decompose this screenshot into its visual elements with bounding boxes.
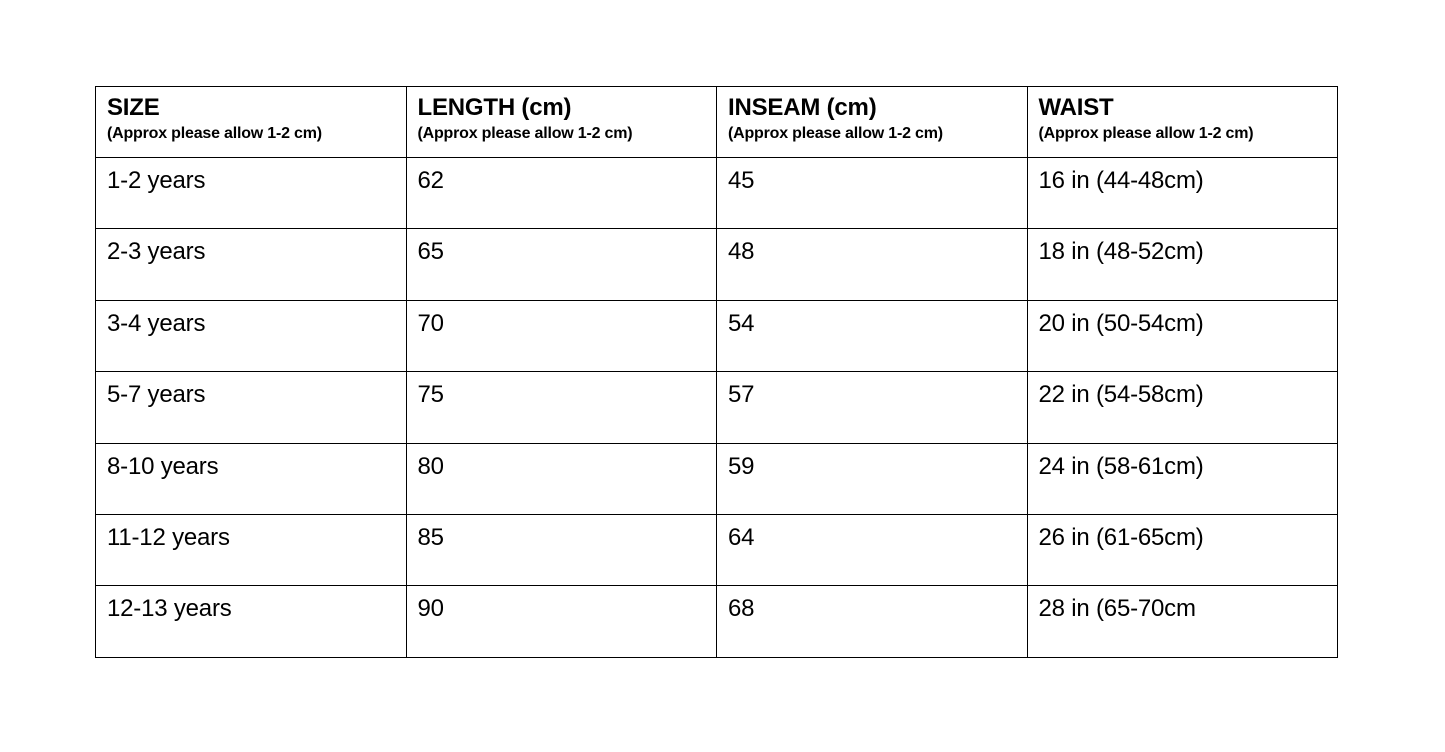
cell-inseam: 59	[716, 442, 1028, 515]
header-subtitle: (Approx please allow 1-2 cm)	[1038, 125, 1254, 142]
table-row: 11-12 years 85 64 26 in (61-65cm)	[95, 513, 1338, 587]
cell-inseam: 45	[716, 156, 1028, 230]
header-waist: WAIST (Approx please allow 1-2 cm)	[1026, 86, 1338, 158]
cell-waist: 20 in (50-54cm)	[1026, 299, 1338, 373]
cell-length: 75	[405, 371, 717, 444]
cell-inseam: 54	[716, 299, 1028, 373]
cell-size: 3-4 years	[95, 299, 407, 373]
header-size: SIZE (Approx please allow 1-2 cm)	[95, 86, 407, 158]
cell-size: 5-7 years	[95, 371, 407, 444]
cell-length: 65	[405, 228, 717, 301]
cell-size: 11-12 years	[95, 513, 407, 587]
header-subtitle: (Approx please allow 1-2 cm)	[728, 125, 943, 142]
cell-size: 12-13 years	[95, 585, 407, 658]
cell-inseam: 57	[716, 371, 1028, 444]
table-row: 2-3 years 65 48 18 in (48-52cm)	[95, 228, 1338, 301]
table-row: 3-4 years 70 54 20 in (50-54cm)	[95, 299, 1338, 373]
table-row: 12-13 years 90 68 28 in (65-70cm	[95, 585, 1338, 658]
table-row: 8-10 years 80 59 24 in (58-61cm)	[95, 442, 1338, 515]
cell-waist: 16 in (44-48cm)	[1026, 156, 1338, 230]
cell-inseam: 48	[716, 228, 1028, 301]
cell-length: 62	[405, 156, 717, 230]
header-subtitle: (Approx please allow 1-2 cm)	[107, 125, 322, 142]
table-row: 5-7 years 75 57 22 in (54-58cm)	[95, 371, 1338, 444]
header-title: LENGTH (cm)	[417, 94, 572, 121]
header-title: SIZE	[107, 94, 160, 121]
cell-waist: 28 in (65-70cm	[1026, 585, 1338, 658]
header-inseam: INSEAM (cm) (Approx please allow 1-2 cm)	[716, 86, 1028, 158]
cell-waist: 22 in (54-58cm)	[1026, 371, 1338, 444]
cell-length: 90	[405, 585, 717, 658]
header-subtitle: (Approx please allow 1-2 cm)	[417, 125, 633, 142]
cell-size: 8-10 years	[95, 442, 407, 515]
cell-length: 70	[405, 299, 717, 373]
header-length: LENGTH (cm) (Approx please allow 1-2 cm)	[405, 86, 717, 158]
cell-waist: 26 in (61-65cm)	[1026, 513, 1338, 587]
cell-size: 2-3 years	[95, 228, 407, 301]
table-body: 1-2 years 62 45 16 in (44-48cm) 2-3 years 65 4…	[95, 156, 1338, 658]
cell-length: 85	[405, 513, 717, 587]
cell-waist: 24 in (58-61cm)	[1026, 442, 1338, 515]
cell-size: 1-2 years	[95, 156, 407, 230]
header-title: WAIST	[1038, 94, 1114, 121]
cell-length: 80	[405, 442, 717, 515]
header-title: INSEAM (cm)	[728, 94, 877, 121]
header-row: SIZE (Approx please allow 1-2 cm) LENGTH …	[95, 86, 1338, 158]
size-chart-table: SIZE (Approx please allow 1-2 cm) LENGTH …	[95, 86, 1338, 658]
cell-inseam: 64	[716, 513, 1028, 587]
table-row: 1-2 years 62 45 16 in (44-48cm)	[95, 156, 1338, 230]
cell-inseam: 68	[716, 585, 1028, 658]
cell-waist: 18 in (48-52cm)	[1026, 228, 1338, 301]
